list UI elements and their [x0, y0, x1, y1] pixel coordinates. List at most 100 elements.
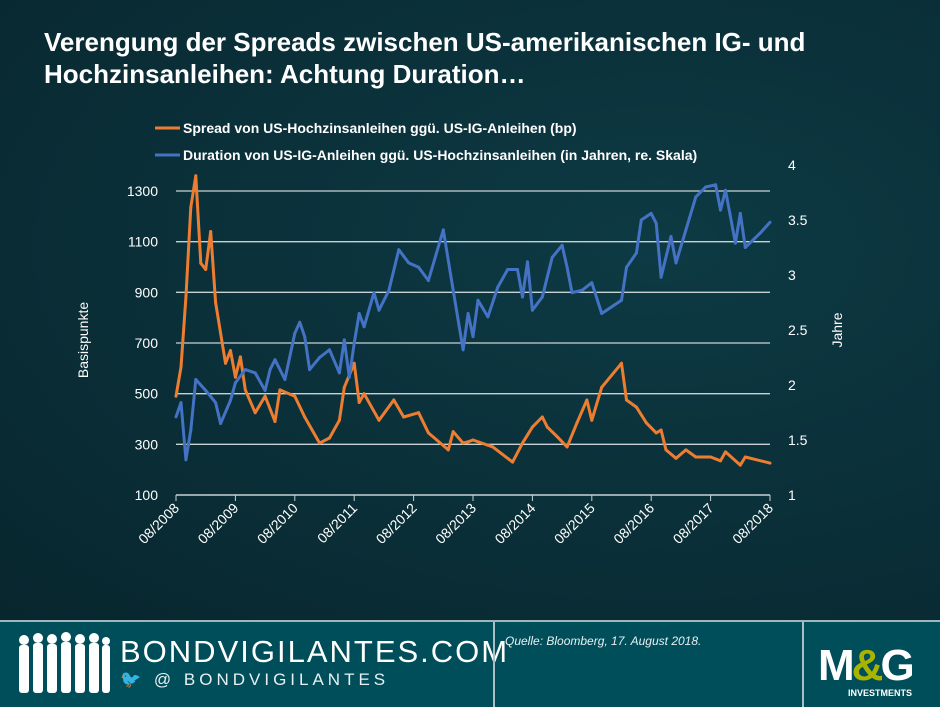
- data-point: [327, 436, 331, 440]
- x-tick-label: 08/2013: [432, 500, 479, 547]
- data-point: [659, 275, 663, 279]
- legend-label: Spread von US-Hochzinsanleihen ggü. US-I…: [183, 120, 577, 136]
- data-point: [179, 401, 183, 405]
- y-tick-label: 500: [135, 386, 159, 402]
- data-point: [446, 448, 450, 452]
- data-point: [238, 355, 242, 359]
- data-point: [387, 288, 391, 292]
- data-point: [451, 288, 455, 292]
- data-point: [298, 320, 302, 324]
- x-tick-label: 08/2011: [314, 500, 361, 547]
- data-point: [590, 281, 594, 285]
- y-tick-label: 1300: [127, 183, 158, 199]
- data-point: [377, 418, 381, 422]
- data-point: [506, 268, 510, 271]
- data-point: [476, 298, 480, 302]
- data-point: [565, 445, 569, 449]
- data-point: [293, 394, 297, 398]
- data-point: [555, 435, 559, 439]
- data-point: [530, 308, 534, 312]
- data-point: [550, 255, 554, 259]
- data-point: [417, 411, 421, 415]
- data-point: [303, 335, 307, 339]
- data-point: [743, 246, 747, 249]
- data-point: [719, 459, 722, 463]
- data-point: [342, 338, 346, 342]
- y2-tick-label: 4: [788, 157, 796, 173]
- data-point: [600, 312, 604, 315]
- data-point: [511, 460, 515, 464]
- data-point: [189, 428, 193, 432]
- y-tick-label: 900: [135, 284, 159, 300]
- data-point: [451, 430, 455, 434]
- x-tick-label: 08/2016: [610, 500, 657, 547]
- data-point: [575, 421, 579, 425]
- legend-label: Duration von US-IG-Anleihen ggü. US-Hoch…: [183, 147, 697, 163]
- data-point: [352, 361, 356, 365]
- data-point: [303, 415, 307, 419]
- y2-tick-label: 3.5: [788, 212, 808, 228]
- data-point: [392, 398, 396, 402]
- y-tick-label: 1100: [128, 234, 158, 250]
- data-point: [243, 388, 247, 392]
- data-point: [496, 285, 500, 289]
- data-point: [723, 450, 727, 454]
- series-line: [174, 174, 771, 467]
- data-point: [704, 185, 708, 189]
- data-point: [337, 418, 341, 422]
- data-point: [768, 461, 772, 465]
- series-duration: [174, 183, 772, 462]
- data-point: [545, 425, 549, 429]
- data-point: [372, 291, 376, 295]
- data-point: [318, 441, 322, 445]
- data-point: [674, 456, 678, 460]
- y2-tick-label: 2: [788, 377, 796, 393]
- data-point: [521, 295, 524, 299]
- data-point: [768, 220, 772, 224]
- y2-tick-label: 3: [788, 267, 796, 283]
- x-tick-label: 08/2009: [194, 500, 241, 547]
- data-point: [219, 422, 223, 425]
- data-point: [674, 261, 678, 265]
- data-point: [624, 398, 628, 402]
- data-point: [179, 365, 183, 369]
- data-point: [233, 375, 237, 379]
- data-point: [733, 241, 737, 245]
- data-point: [426, 431, 430, 435]
- data-point: [184, 458, 188, 462]
- data-point: [273, 358, 277, 362]
- data-point: [204, 389, 208, 392]
- data-point: [253, 371, 257, 375]
- data-point: [634, 405, 638, 409]
- data-point: [174, 394, 178, 398]
- data-point: [684, 228, 688, 232]
- data-point: [342, 385, 346, 389]
- data-point: [738, 211, 742, 215]
- data-point: [525, 260, 529, 264]
- data-point: [263, 389, 267, 392]
- y2-tick-label: 1: [788, 487, 796, 503]
- data-point: [228, 398, 232, 402]
- data-point: [461, 441, 465, 445]
- data-point: [565, 265, 569, 269]
- twitter-icon: 🐦: [120, 670, 146, 689]
- data-point: [362, 325, 366, 329]
- data-point: [402, 415, 406, 419]
- data-point: [530, 425, 534, 429]
- data-point: [417, 265, 421, 269]
- chart-title: Verengung der Spreads zwischen US-amerik…: [44, 27, 806, 89]
- data-point: [644, 421, 648, 425]
- data-point: [620, 361, 623, 365]
- x-tick-label: 08/2012: [373, 500, 420, 547]
- data-point: [738, 463, 742, 467]
- y-axis-title: Basispunkte: [75, 302, 91, 378]
- data-point: [243, 368, 247, 372]
- series-spread: [174, 174, 772, 467]
- divider: [493, 622, 495, 707]
- data-point: [337, 371, 341, 375]
- data-point: [273, 420, 277, 424]
- x-tick-label: 08/2008: [135, 500, 182, 547]
- y-tick-label: 100: [135, 487, 159, 503]
- y2-axis-title: Jahre: [829, 312, 845, 347]
- data-point: [466, 440, 470, 444]
